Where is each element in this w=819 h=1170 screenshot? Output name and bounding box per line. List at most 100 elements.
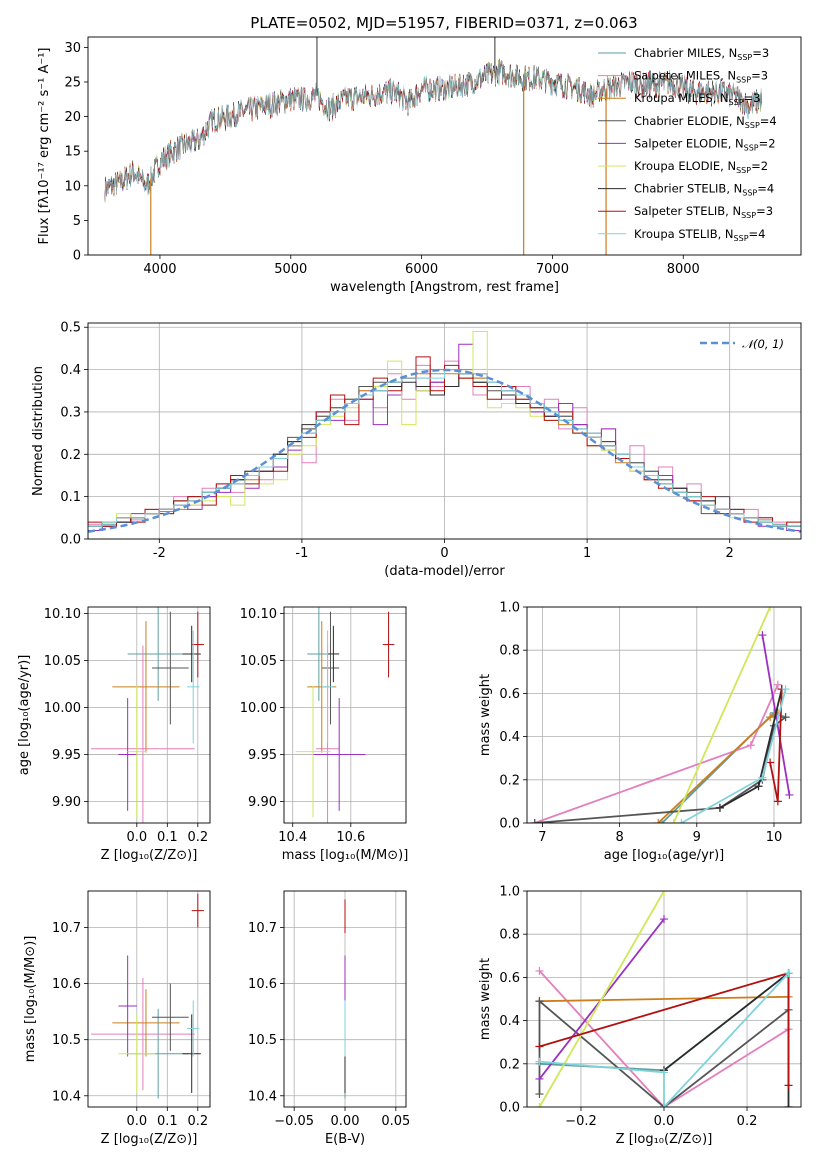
x-axis-label: Z [log₁₀(Z/Z⊙)] [101, 1132, 198, 1147]
y-tick-label: 0.4 [499, 1014, 520, 1029]
x-tick-label: 0.0 [126, 1114, 147, 1129]
weight-marker [669, 819, 678, 823]
chart-residuals: -2 -1 0 1 2 0.0 0.1 0.2 0.3 0.4 0.5 (data-model)/er… [31, 321, 802, 579]
x-tick-label: 0 [440, 546, 448, 561]
y-tick-label: 0.5 [60, 321, 81, 336]
weight-marker [535, 1057, 544, 1066]
weight-marker [660, 1103, 668, 1107]
weight-marker [785, 790, 794, 799]
weight-marker [784, 969, 793, 978]
legend-entry: Salpeter STELIB, NSSP=3 [634, 204, 773, 220]
figure-title: PLATE=0502, MJD=51957, FIBERID=0371, z=0… [250, 14, 637, 32]
weight-marker [773, 680, 782, 689]
x-axis-label: mass [log₁₀(M/M⊙)] [282, 848, 409, 863]
plot-area [91, 607, 204, 823]
y-tick-label: 10.5 [52, 1033, 81, 1048]
y-tick-label: 10.10 [44, 607, 81, 622]
axes-frame [526, 606, 802, 824]
weight-line-6 [672, 607, 771, 823]
y-tick-label: 10.7 [248, 921, 277, 936]
weight-marker [535, 1042, 544, 1051]
weight-line-2 [538, 970, 789, 1107]
y-tick-label: 10.00 [44, 701, 81, 716]
weight-marker [654, 819, 663, 823]
y-axis-label: mass weight [478, 958, 493, 1040]
y-tick-label: 10.6 [52, 977, 81, 992]
y-tick-label: 0.2 [499, 773, 520, 788]
x-tick-label: 10.4 [278, 830, 307, 845]
x-axis-label: age [log₁₀(age/yr)] [604, 848, 725, 863]
y-tick-label: 10.7 [52, 921, 81, 936]
x-tick-label: 9 [693, 830, 701, 845]
weight-marker [530, 819, 539, 823]
y-tick-label: 10 [64, 179, 81, 194]
chart-weight-vs-age: 7 8 9 10 0.0 0.2 0.4 0.6 0.8 1.0 age [log₁₀(age/yr… [478, 601, 802, 863]
chart-mass-vs-ebv: −0.05 0.00 0.05 10.4 10.5 10.6 10.7 E(B-V) [248, 890, 410, 1147]
weight-line-9 [539, 972, 790, 1107]
x-tick-label: 0.2 [737, 1114, 758, 1129]
x-tick-label: 0.2 [187, 1114, 208, 1129]
y-tick-label: 10.10 [240, 607, 277, 622]
legend-entry: Salpeter MILES, NSSP=3 [634, 69, 768, 85]
y-tick-label: 20 [64, 110, 81, 125]
x-tick-label: 0.0 [654, 1114, 675, 1129]
plot-area [295, 607, 395, 823]
y-tick-label: 0.4 [499, 730, 520, 745]
weight-line-3 [539, 995, 789, 1003]
legend-entry: Kroupa STELIB, NSSP=4 [634, 227, 765, 243]
legend-entry: Kroupa MILES, NSSP=3 [634, 91, 760, 107]
weight-marker [746, 741, 755, 750]
y-axis-label: Flux [fλ10⁻¹⁷ erg cm⁻² s⁻¹ A⁻¹] [37, 48, 52, 245]
chart-spectrum: 4000 5000 6000 7000 8000 0 5 10 15 20 25 30 waveleng… [37, 36, 802, 295]
y-axis-label: mass [log₁₀(M/M⊙)] [23, 936, 38, 1063]
axes-frame [87, 606, 211, 824]
chart-age-vs-Z: 0.0 0.1 0.2 9.90 9.95 10.00 10.05 10.10 Z [log₁₀… [17, 606, 211, 863]
weight-marker [784, 1103, 793, 1107]
plot-area [535, 891, 793, 1107]
x-tick-label: −0.2 [565, 1114, 597, 1129]
x-axis-label: Z [log₁₀(Z/Z⊙)] [101, 848, 198, 863]
y-tick-label: 10.05 [44, 654, 81, 669]
y-tick-label: 9.90 [52, 795, 81, 810]
y-tick-label: 10.6 [248, 977, 277, 992]
y-axis-label: age [log₁₀(age/yr)] [17, 655, 32, 776]
weight-marker [758, 773, 767, 782]
y-tick-label: 0.6 [499, 687, 520, 702]
weight-marker [677, 819, 686, 823]
legend-entry: Chabrier MILES, NSSP=3 [634, 46, 769, 62]
y-axis-label: mass weight [478, 674, 493, 756]
x-tick-label: 0.1 [157, 1114, 178, 1129]
x-tick-label: 1 [583, 546, 591, 561]
y-tick-label: 0.2 [499, 1057, 520, 1072]
y-tick-label: 0.4 [60, 363, 81, 378]
weight-marker [660, 891, 668, 895]
weight-marker [781, 713, 790, 722]
x-axis-label: (data-model)/error [384, 564, 505, 579]
x-axis-label: wavelength [Angstrom, rest frame] [330, 280, 559, 295]
x-tick-label: 10.6 [336, 830, 365, 845]
weight-marker [754, 782, 763, 791]
y-tick-label: 10.5 [248, 1033, 277, 1048]
weight-marker [535, 1090, 544, 1099]
x-tick-label: 8 [615, 830, 623, 845]
weight-line-8 [769, 689, 783, 802]
y-tick-label: 0.8 [499, 928, 520, 943]
y-tick-label: 10.4 [248, 1089, 277, 1104]
x-tick-label: 0.0 [126, 830, 147, 845]
legend-entry: Chabrier ELODIE, NSSP=4 [634, 114, 777, 130]
model-spectrum-9 [104, 59, 763, 203]
axes-frame [283, 606, 407, 824]
y-tick-label: 1.0 [499, 885, 520, 900]
weight-marker [766, 713, 775, 722]
weight-marker [766, 607, 775, 611]
legend-entry: Chabrier STELIB, NSSP=4 [634, 182, 774, 198]
y-tick-label: 10.05 [240, 654, 277, 669]
y-tick-label: 9.95 [248, 748, 277, 763]
y-tick-label: 0.2 [60, 448, 81, 463]
chart-age-vs-mass: 10.4 10.6 9.90 9.95 10.00 10.05 10.10 mass [log… [240, 606, 409, 863]
legend-entry: Salpeter ELODIE, NSSP=2 [634, 136, 776, 152]
y-tick-label: 0 [73, 249, 81, 264]
x-tick-label: 0.00 [331, 1114, 360, 1129]
weight-marker [535, 997, 544, 1006]
chart-mass-vs-Z: 0.0 0.1 0.2 10.4 10.5 10.6 10.7 Z [log₁₀(Z/Z⊙)]… [23, 890, 211, 1147]
